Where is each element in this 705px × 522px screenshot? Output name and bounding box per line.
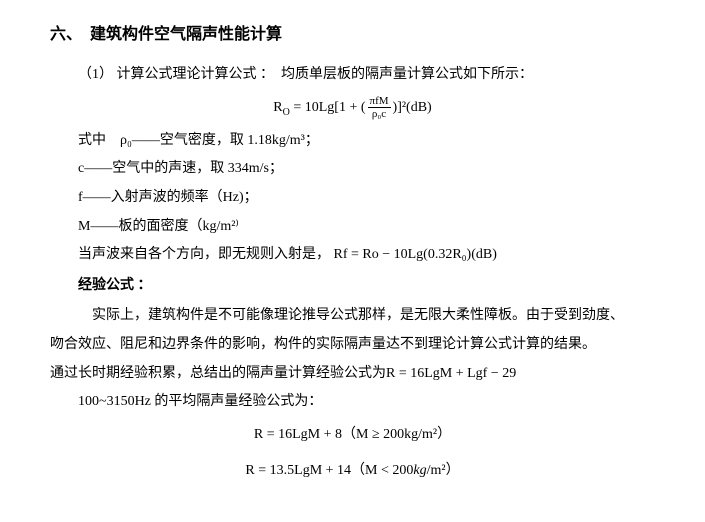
formula-mid: = 10Lg[1 + ( <box>290 100 366 115</box>
formula3-c: /m²） <box>427 463 460 478</box>
body-line-3-text: 通过长时期经验积累，总结出的隔声量计算经验公式为 <box>50 366 386 381</box>
empirical-subheading: 经验公式 ： <box>50 273 655 300</box>
empirical-formula-2: R = 13.5LgM + 14（M < 200kg/m²） <box>50 458 655 485</box>
fraction-numerator: πfM <box>368 95 391 108</box>
formula2-text: R = 16LgM + 8（M ≥ 200kg/m²） <box>254 427 451 442</box>
intro-paragraph: （1） 计算公式理论计算公式 ： 均质单层板的隔声量计算公式如下所示： <box>50 62 655 89</box>
fraction-denominator: ρ₀c <box>368 108 391 120</box>
body-line-2: 吻合效应、阻尼和边界条件的影响，构件的实际隔声量达不到理论计算公式计算的结果。 <box>50 332 655 359</box>
avg-formula-intro: 100~3150Hz 的平均隔声量经验公式为： <box>50 389 655 416</box>
formula-suffix: )]²(dB) <box>393 100 432 115</box>
irregular-text: 当声波来自各个方向，即无规则入射是， <box>78 247 330 262</box>
irregular-formula: Rf = Ro − 10Lg(0.32R₀)(dB) <box>330 247 497 262</box>
formula-prefix: R <box>273 100 282 115</box>
formula3-a: R = 13.5LgM + 14（M < 200 <box>245 463 413 478</box>
formula-fraction: πfMρ₀c <box>368 95 391 120</box>
body-line-1: 实际上，建筑构件是不可能像理论推导公式那样，是无限大柔性障板。由于受到劲度、 <box>50 303 655 330</box>
variable-c: c——空气中的声速，取 334m/s； <box>50 156 655 183</box>
empirical-formula-1: R = 16LgM + 8（M ≥ 200kg/m²） <box>50 422 655 449</box>
body-line-3-formula: R = 16LgM + Lgf − 29 <box>386 366 516 381</box>
variable-m: M——板的面密度（kg/m²⁾ <box>50 214 655 241</box>
variable-f: f——入射声波的频率（Hz)； <box>50 185 655 212</box>
formula-main: RO = 10Lg[1 + (πfMρ₀c)]²(dB) <box>50 95 655 122</box>
formula-sub: O <box>283 107 290 118</box>
variable-rho: 式中 ρ₀——空气密度，取 1.18kg/m³； <box>50 128 655 155</box>
formula3-b: kg <box>413 463 426 478</box>
body-line-3: 通过长时期经验积累，总结出的隔声量计算经验公式为R = 16LgM + Lgf … <box>50 361 655 388</box>
section-heading: 六、 建筑构件空气隔声性能计算 <box>50 20 655 50</box>
irregular-incidence: 当声波来自各个方向，即无规则入射是， Rf = Ro − 10Lg(0.32R₀… <box>50 242 655 269</box>
